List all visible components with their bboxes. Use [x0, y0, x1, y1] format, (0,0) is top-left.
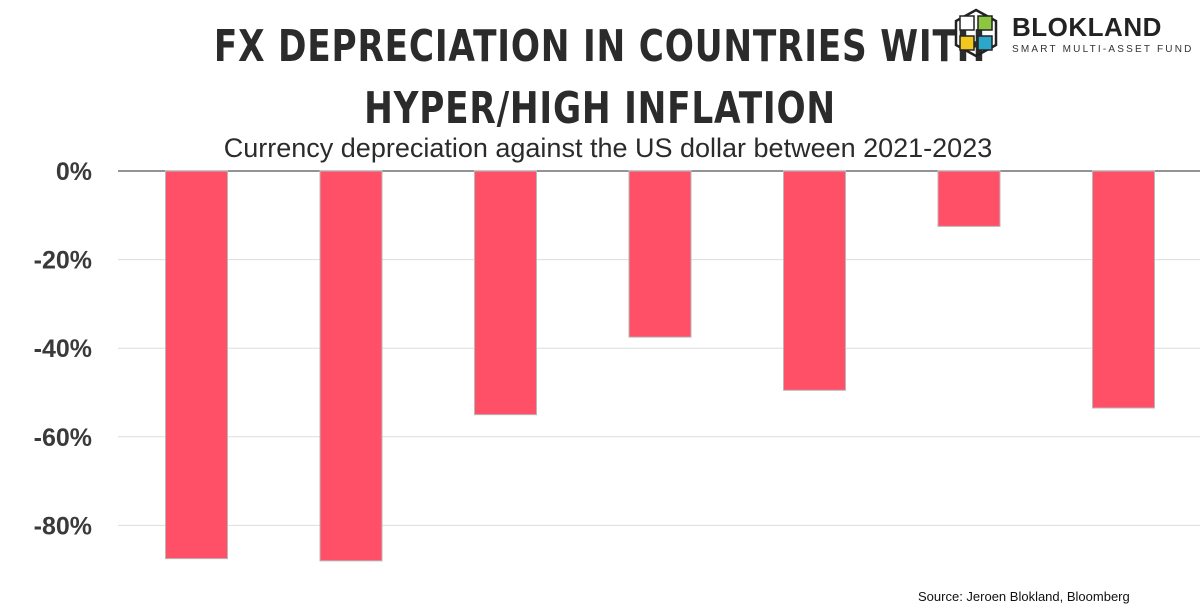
title-line-2: HYPER/HIGH INFLATION [364, 83, 836, 134]
y-axis: 0% -20% -40% -60% -80% [34, 158, 92, 540]
y-tick-label: 0% [56, 158, 92, 186]
chart-title: FX DEPRECIATION IN COUNTRIES WITH HYPER/… [132, 16, 1068, 140]
y-tick-label: -60% [34, 424, 92, 452]
bar-1 [165, 170, 228, 560]
bar-7 [1092, 170, 1155, 409]
y-tick-label: -20% [34, 247, 92, 275]
cube-logo-icon [954, 8, 998, 58]
title-line-1: FX DEPRECIATION IN COUNTRIES WITH [213, 21, 987, 72]
bar-3 [474, 170, 537, 416]
logo-name: BLOKLAND [1012, 12, 1162, 42]
bar-2 [319, 170, 383, 562]
source-note: Source: Jeroen Blokland, Bloomberg [918, 589, 1130, 604]
bar-6 [937, 170, 1001, 227]
blokland-logo: BLOKLAND SMART MULTI-ASSET FUND [948, 6, 1198, 62]
y-tick-label: -40% [34, 335, 92, 363]
bars [165, 170, 1155, 562]
bar-4 [628, 170, 692, 338]
bar-5 [783, 170, 846, 391]
y-tick-label: -80% [34, 512, 92, 540]
chart-subtitle: Currency depreciation against the US dol… [223, 133, 993, 163]
logo-tagline: SMART MULTI-ASSET FUND [1012, 44, 1194, 55]
